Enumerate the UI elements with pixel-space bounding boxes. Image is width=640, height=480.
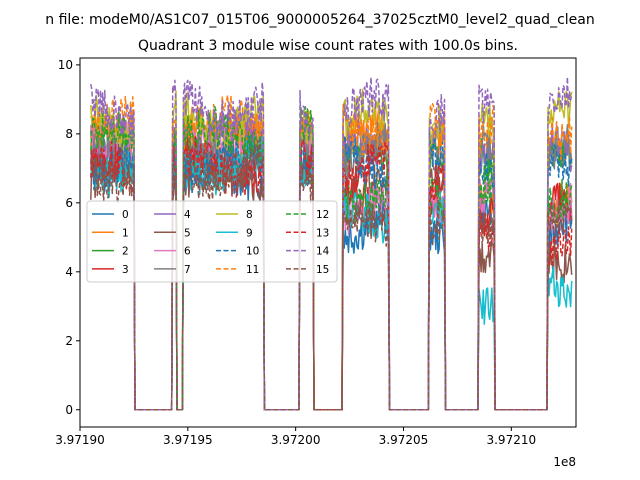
legend-label: 4 [184, 209, 191, 221]
x-tick-label: 3.97190 [55, 433, 105, 447]
y-axis: 0 2 4 6 8 10 [58, 58, 80, 417]
legend-label: 12 [316, 209, 329, 221]
y-tick-label: 2 [65, 334, 73, 348]
x-offset-label: 1e8 [553, 455, 576, 469]
plot-area [90, 76, 573, 411]
x-tick-label: 3.97200 [271, 433, 321, 447]
legend-label: 9 [246, 227, 253, 239]
x-tick-label: 3.97195 [163, 433, 213, 447]
series-line [90, 138, 573, 411]
x-axis: 3.97190 3.97195 3.97200 3.97205 3.97210 [55, 427, 536, 447]
legend-label: 3 [122, 264, 129, 276]
y-tick-label: 10 [58, 58, 73, 72]
y-tick-label: 4 [65, 265, 73, 279]
legend-label: 13 [316, 227, 329, 239]
legend-label: 8 [246, 209, 253, 221]
y-tick-label: 0 [65, 403, 73, 417]
chart-title: Quadrant 3 module wise count rates with … [138, 38, 518, 54]
x-tick-label: 3.97205 [379, 433, 429, 447]
legend-label: 6 [184, 246, 191, 258]
legend-label: 1 [122, 227, 129, 239]
y-tick-label: 8 [65, 127, 73, 141]
figure-suptitle: n file: modeM0/AS1C07_015T06_9000005264_… [45, 12, 594, 28]
legend-label: 14 [316, 246, 330, 258]
legend-label: 0 [122, 209, 129, 221]
legend-label: 15 [316, 264, 329, 276]
y-tick-label: 6 [65, 196, 73, 210]
series-line [90, 106, 573, 411]
x-tick-label: 3.97210 [486, 433, 536, 447]
legend-box [86, 200, 338, 283]
legend-label: 10 [246, 246, 259, 258]
legend-label: 7 [184, 264, 191, 276]
axes-frame [79, 57, 577, 428]
legend-label: 11 [246, 264, 259, 276]
legend-label: 2 [122, 246, 129, 258]
legend-label: 5 [184, 227, 191, 239]
